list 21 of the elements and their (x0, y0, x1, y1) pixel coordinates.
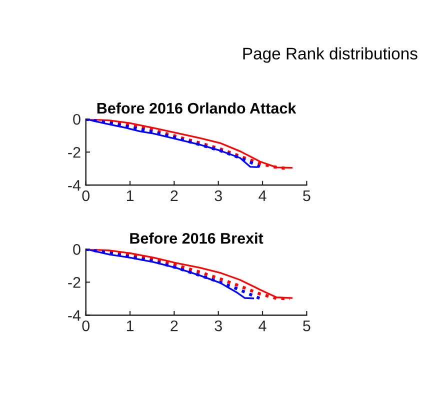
x-tick-label: 1 (126, 320, 134, 332)
x-tick-label: 5 (303, 320, 310, 332)
x-tick-label: 2 (170, 320, 178, 332)
y-tick-label: -4 (68, 180, 81, 191)
x-tick-label: 3 (214, 320, 222, 332)
x-tick-label: 4 (258, 190, 266, 202)
y-tick-label: -2 (68, 277, 80, 288)
x-tick-label: 2 (170, 190, 178, 202)
x-tick-label: 0 (82, 320, 90, 332)
y-tick-label: 0 (73, 244, 80, 255)
x-tick-label: 1 (126, 190, 134, 202)
x-tick-label: 5 (303, 190, 310, 202)
y-tick-label: 0 (73, 114, 80, 125)
x-tick-label: 0 (82, 190, 90, 202)
y-tick-label: -4 (68, 310, 81, 321)
x-tick-label: 3 (214, 190, 222, 202)
x-tick-label: 4 (258, 320, 266, 332)
chart-title: Before 2016 Orlando Attack (97, 102, 296, 114)
chart-title: Before 2016 Brexit (130, 232, 264, 244)
y-tick-label: -2 (68, 146, 80, 158)
text: Page Rank distributions (243, 47, 418, 63)
